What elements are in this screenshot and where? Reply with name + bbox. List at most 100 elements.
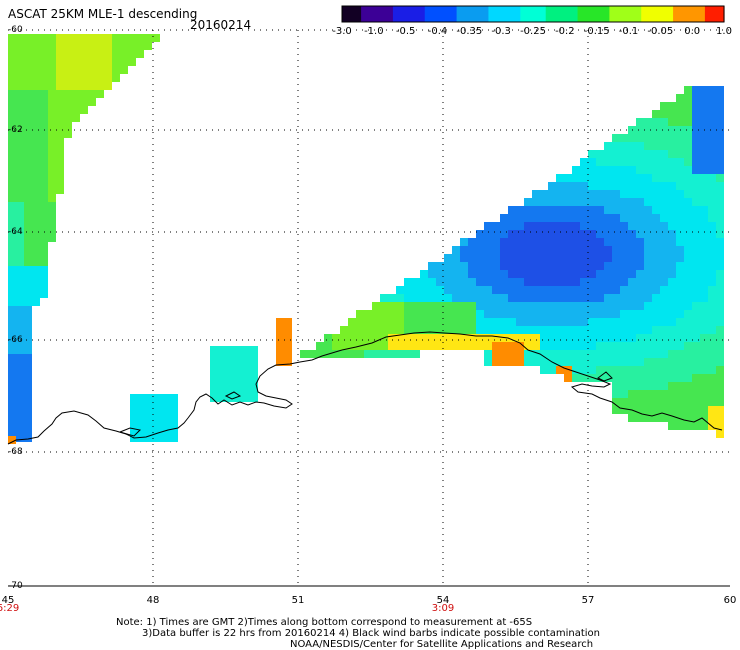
swath-cell [660,118,668,126]
swath-cell [660,334,668,342]
swath-cell [692,382,700,390]
colorbar-cell [698,6,706,22]
swath-cell [104,74,112,82]
swath-cell [580,166,588,174]
swath-cell [588,246,596,254]
swath-cell [636,294,644,302]
swath-cell [48,146,56,154]
swath-cell [24,58,32,66]
swath-cell [660,222,668,230]
swath-cell [56,146,64,154]
swath-cell [612,382,620,390]
swath-cell [708,390,716,398]
swath-cell [660,278,668,286]
swath-cell [452,294,460,302]
swath-cell [716,366,724,374]
swath-cell [668,246,676,254]
swath-cell [412,286,420,294]
swath-cell [716,350,724,358]
swath-cell [604,238,612,246]
swath-cell [716,398,724,406]
swath-cell [16,122,24,130]
swath-cell [684,334,692,342]
map-title: ASCAT 25KM MLE-1 descending [8,7,198,21]
swath-cell [580,246,588,254]
swath-cell [660,142,668,150]
swath-cell [40,162,48,170]
swath-cell [32,42,40,50]
swath-cell [676,366,684,374]
swath-cell [96,66,104,74]
swath-cell [660,214,668,222]
swath-cell [580,174,588,182]
swath-cell [580,302,588,310]
swath-cell [716,270,724,278]
swath-cell [700,294,708,302]
swath-cell [8,386,16,394]
swath-cell [588,294,596,302]
swath-cell [532,294,540,302]
swath-cell [40,266,48,274]
colorbar-label: -0.05 [647,26,674,37]
swath-cell [700,206,708,214]
swath-cell [652,158,660,166]
swath-cell [40,202,48,210]
swath-cell [564,374,572,382]
swath-cell [660,134,668,142]
swath-cell [708,142,716,150]
swath-cell [580,190,588,198]
swath-cell [540,230,548,238]
swath-cell [48,138,56,146]
swath-cell [660,190,668,198]
swath-cell [452,270,460,278]
swath-cell [604,350,612,358]
swath-cell [540,326,548,334]
colorbar-cell [456,6,464,22]
colorbar-cell [552,6,560,22]
swath-cell [532,302,540,310]
swath-cell [652,134,660,142]
swath-cell [88,98,96,106]
swath-cell [8,306,16,314]
swath-cell [572,374,580,382]
longitude-label: 45 [1,595,15,606]
swath-cell [580,326,588,334]
swath-cell [604,182,612,190]
swath-cell [444,278,452,286]
swath-cell [356,334,364,342]
swath-cell [676,206,684,214]
swath-cell [676,190,684,198]
swath-cell [540,310,548,318]
colorbar-cell [711,6,719,22]
swath-cell [24,338,32,346]
swath-cell [676,174,684,182]
swath-cell [396,326,404,334]
swath-cell [676,110,684,118]
swath-cell [24,226,32,234]
swath-cell [396,294,404,302]
swath-cell [708,254,716,262]
swath-cell [388,326,396,334]
swath-cell [692,342,700,350]
swath-cell [708,174,716,182]
swath-cell [460,278,468,286]
swath-cell [460,254,468,262]
swath-cell [492,254,500,262]
swath-cell [708,286,716,294]
colorbar-cell [380,6,388,22]
swath-cell [420,334,428,342]
swath-cell [324,342,332,350]
swath-cell [56,98,64,106]
swath-cell [436,318,444,326]
swath-cell [708,382,716,390]
swath-cell [716,294,724,302]
swath-cell [500,342,508,350]
swath-cell [16,186,24,194]
colorbar-cell [692,6,700,22]
swath-cell [8,402,16,410]
swath-cell [532,342,540,350]
swath-cell [16,266,24,274]
swath-cell [708,334,716,342]
swath-cell [676,214,684,222]
swath-cell [16,146,24,154]
